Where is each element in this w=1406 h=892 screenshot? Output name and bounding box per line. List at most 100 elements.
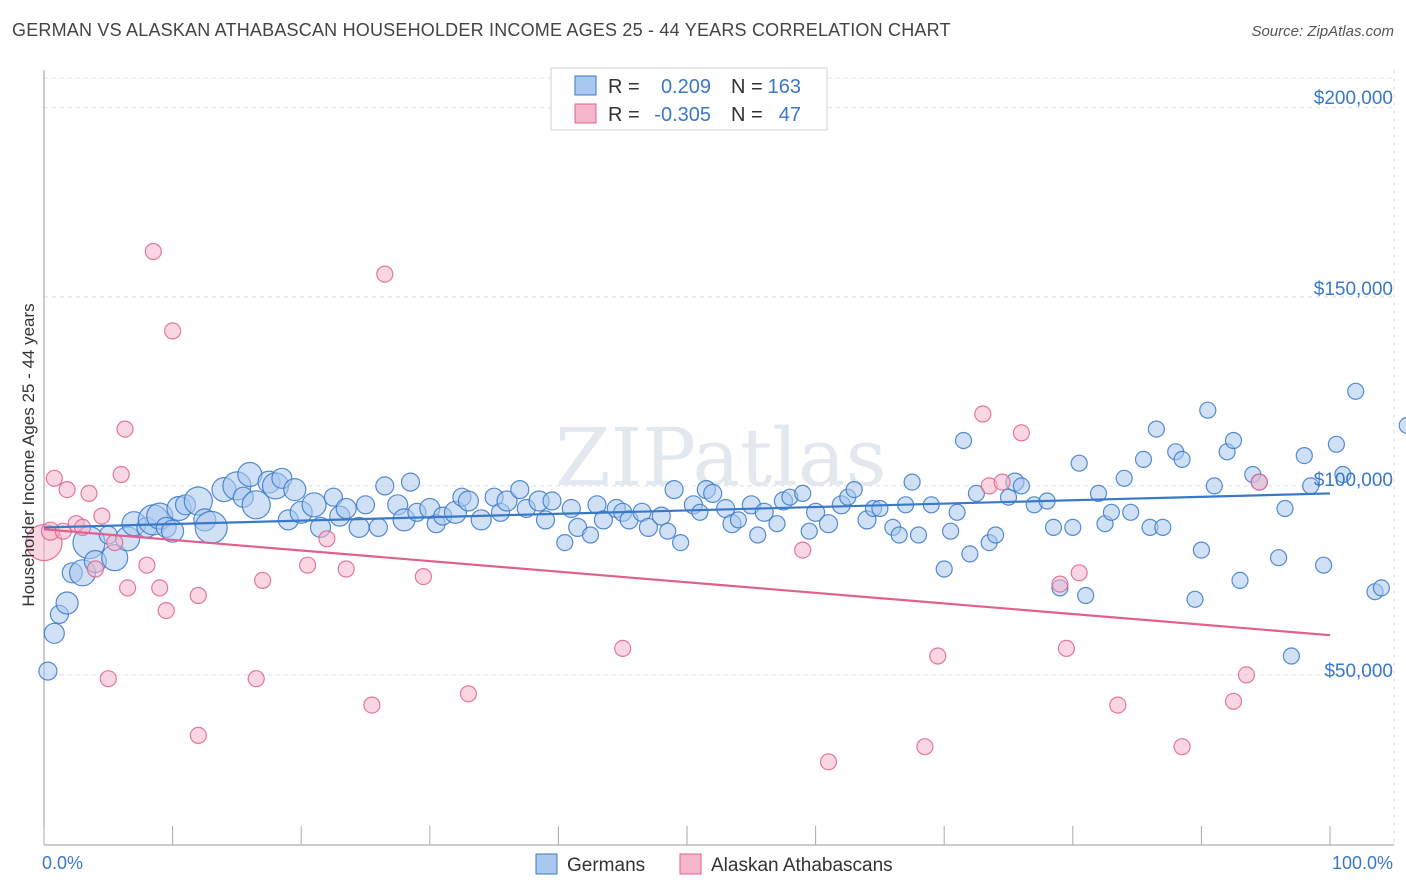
legend-label-germans: Germans [567,855,645,876]
germans-point [729,511,748,529]
germans-point [749,526,767,544]
trend-lines [43,492,1331,637]
germans-point [1070,454,1088,472]
legend-n-label: N = [731,76,763,98]
germans-point [890,526,908,544]
athabascans-point [376,265,394,283]
germans-point [323,487,343,507]
germans-point [1347,382,1365,400]
legend-box [550,67,828,131]
germans-point [961,545,979,563]
germans-point [283,478,307,502]
axes [43,70,1394,846]
germans-point [1012,477,1031,495]
athabascans-point [189,586,207,605]
germans-point [194,510,228,545]
series-legend: Germans Alaskan Athabascans [535,853,893,876]
athabascans-point [157,601,175,620]
athabascans-point [1012,424,1031,442]
germans-point [691,503,709,521]
germans-point [1147,420,1166,438]
germans-point [1077,586,1095,605]
athabascans-point [144,242,162,261]
germans-point [1282,647,1301,665]
germans-point [1398,416,1406,434]
germans-point [375,476,395,496]
germans-point [470,509,492,531]
germans-point [535,510,556,530]
athabascans-point [993,473,1011,491]
germans-point [1327,435,1346,453]
legend-r-value: -0.305 [654,104,711,126]
athabascans-point [189,726,207,745]
germans-point [1314,556,1333,574]
correlation-legend: R = 0.209 N = 163 R = -0.305 N = 47 [550,67,828,131]
legend-swatch-athabascans [574,103,597,124]
germans-point [659,522,677,540]
athabascans-point [254,571,272,590]
germans-point [800,522,818,540]
germans-point [1231,571,1249,590]
germans-point [241,490,271,520]
germans-point [593,510,614,530]
germans-point [1064,518,1082,537]
athabascans-point [86,560,105,578]
germans-point [671,533,690,552]
athabascans-point [1173,738,1191,756]
athabascans-point [929,647,947,665]
athabascans-point [247,670,265,688]
germans-point [651,506,671,526]
legend-label-athabascans: Alaskan Athabascans [711,855,893,876]
germans-point [1372,579,1391,597]
y-tick-label: $150,000 [1314,279,1393,300]
germans-point [400,472,421,492]
athabascans-point [118,579,137,597]
germans-point [1102,503,1121,521]
x-tick-label-min: 0.0% [42,853,83,873]
athabascans-points [25,242,1268,771]
chart-source: Source: ZipAtlas.com [1251,23,1394,40]
athabascans-point [1057,639,1076,658]
athabascans-point [58,481,76,499]
germans-points [38,382,1406,681]
germans-point [1115,469,1133,487]
athabascans-point [45,469,63,487]
germans-point [355,495,376,515]
athabascans-point [299,556,317,574]
athabascans-point [337,560,355,578]
germans-point [561,498,581,519]
germans-point [1276,499,1294,518]
athabascans-point [1237,666,1256,684]
germans-point [1154,518,1172,537]
germans-trend-line [43,492,1331,529]
athabascans-point [138,556,156,574]
legend-swatch-germans [574,75,597,96]
germans-point [368,517,388,538]
germans-point [1192,541,1211,559]
germans-point [703,483,723,503]
germans-point [818,514,839,534]
germans-point [1173,450,1191,468]
germans-point [38,661,58,681]
chart-title: GERMAN VS ALASKAN ATHABASCAN HOUSEHOLDER… [12,20,951,40]
germans-point [581,526,600,544]
athabascans-trend-line [43,528,1331,637]
germans-point [556,533,574,552]
athabascans-point [80,484,98,502]
germans-point [986,526,1005,544]
germans-point [348,516,370,539]
germans-point [768,515,786,533]
athabascans-point [1109,696,1127,714]
athabascans-point [116,420,134,438]
athabascans-point [1051,575,1069,593]
germans-point [664,480,684,500]
athabascans-point [318,530,336,548]
athabascans-point [151,579,169,597]
athabascans-point [916,738,934,756]
germans-point [1044,518,1063,537]
germans-point [1199,401,1217,419]
legend-r-label: R = [608,76,640,98]
athabascans-point [974,405,992,423]
athabascans-point [164,322,182,340]
